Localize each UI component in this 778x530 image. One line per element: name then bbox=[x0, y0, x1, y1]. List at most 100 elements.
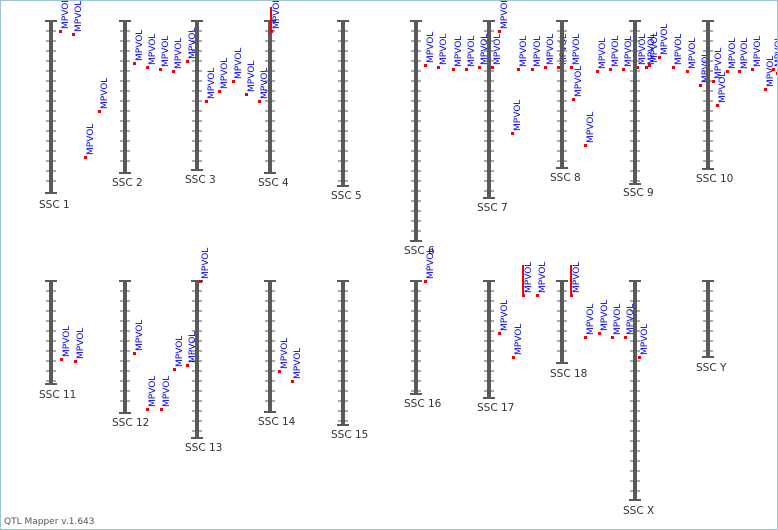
qtl-mpvol[interactable]: MPVOL bbox=[536, 262, 548, 297]
chromosome-ssc-12[interactable]: SSC 12 MPVOL MPVOL MPVOL bbox=[112, 280, 172, 429]
chromosome-bar[interactable] bbox=[706, 21, 710, 169]
qtl-mpvol[interactable]: MPVOL bbox=[465, 36, 477, 71]
chromosome-ssc-16[interactable]: SSC 16 MPVOL bbox=[404, 248, 442, 410]
qtl-mpvol[interactable]: MPVOL bbox=[672, 34, 684, 69]
qtl-mpvol[interactable]: MPVOL bbox=[186, 332, 198, 367]
qtl-mpvol[interactable]: MPVOL bbox=[636, 34, 648, 69]
chromosome-bar[interactable] bbox=[49, 281, 53, 384]
chromosome-bar[interactable] bbox=[706, 281, 710, 357]
chromosome-ssc-y[interactable]: SSC Y bbox=[696, 280, 727, 374]
qtl-mpvol[interactable]: MPVOL bbox=[648, 32, 660, 67]
qtl-mpvol[interactable]: MPVOL bbox=[772, 36, 777, 71]
qtl-mpvol[interactable]: MPVOL bbox=[596, 38, 608, 73]
qtl-mpvol[interactable]: MPVOL bbox=[159, 36, 171, 71]
qtl-mpvol[interactable]: MPVOL bbox=[199, 248, 211, 283]
chromosome-bar[interactable] bbox=[414, 281, 418, 394]
qtl-mpvol[interactable]: MPVOL bbox=[172, 38, 184, 73]
qtl-mpvol[interactable]: MPVOL bbox=[146, 34, 158, 69]
qtl-mpvol[interactable]: MPVOL bbox=[218, 58, 230, 93]
chromosome-bar[interactable] bbox=[560, 21, 564, 168]
qtl-mpvol[interactable]: MPVOL bbox=[74, 328, 86, 363]
qtl-mpvol[interactable]: MPVOL bbox=[186, 28, 198, 63]
chromosome-bar[interactable] bbox=[123, 21, 127, 173]
chromosome-ssc-17[interactable]: SSC 17 MPVOL MPVOL MPVOL MPVOL bbox=[477, 262, 548, 414]
qtl-mpvol[interactable]: MPVOL bbox=[716, 72, 728, 107]
qtl-mpvol[interactable]: MPVOL bbox=[584, 304, 596, 339]
chromosome-ssc-15[interactable]: SSC 15 bbox=[331, 280, 368, 441]
qtl-mpvol[interactable]: MPVOL bbox=[452, 36, 464, 71]
qtl-mpvol[interactable]: MPVOL bbox=[133, 320, 145, 355]
qtl-mpvol[interactable]: MPVOL bbox=[491, 34, 503, 69]
chromosome-ssc-4[interactable]: SSC 4 MPVOL bbox=[258, 1, 289, 189]
qtl-mpvol[interactable]: MPVOL bbox=[531, 36, 543, 71]
qtl-mpvol[interactable]: MPVOL bbox=[258, 68, 270, 103]
qtl-mpvol[interactable]: MPVOL bbox=[424, 248, 436, 283]
chromosome-bar[interactable] bbox=[487, 281, 491, 398]
qtl-mpvol[interactable]: MPVOL bbox=[98, 78, 110, 113]
chromosome-ssc-x[interactable]: SSC X MPVOL bbox=[623, 280, 654, 517]
qtl-mpvol[interactable]: MPVOL bbox=[624, 304, 636, 339]
chromosome-bar[interactable] bbox=[123, 281, 127, 413]
qtl-mpvol[interactable]: MPVOL bbox=[570, 34, 582, 69]
qtl-mpvol[interactable]: MPVOL bbox=[738, 38, 750, 73]
qtl-mpvol[interactable]: MPVOL bbox=[498, 1, 510, 33]
chromosome-bar[interactable] bbox=[49, 21, 53, 193]
qtl-mpvol[interactable]: MPVOL bbox=[686, 38, 698, 73]
qtl-mpvol[interactable]: MPVOL bbox=[638, 324, 650, 359]
qtl-mpvol[interactable]: MPVOL bbox=[522, 262, 534, 297]
qtl-mpvol[interactable]: MPVOL bbox=[291, 348, 303, 383]
qtl-mpvol[interactable]: MPVOL bbox=[517, 36, 529, 71]
chromosome-ssc-11[interactable]: SSC 11 MPVOL MPVOL bbox=[39, 280, 86, 401]
qtl-mpvol[interactable]: MPVOL bbox=[133, 30, 145, 65]
qtl-mpvol[interactable]: MPVOL bbox=[776, 40, 777, 75]
chromosome-bar[interactable] bbox=[195, 21, 199, 170]
chromosome-bar[interactable] bbox=[560, 281, 564, 363]
qtl-mpvol[interactable]: MPVOL bbox=[609, 36, 621, 71]
qtl-mpvol[interactable]: MPVOL bbox=[146, 376, 158, 411]
qtl-mpvol[interactable]: MPVOL bbox=[498, 300, 510, 335]
qtl-mpvol[interactable]: MPVOL bbox=[584, 112, 596, 147]
qtl-mpvol[interactable]: MPVOL bbox=[173, 336, 185, 371]
qtl-mpvol[interactable]: MPVOL bbox=[598, 300, 610, 335]
chromosome-ssc-5[interactable]: SSC 5 bbox=[331, 20, 362, 202]
qtl-mpvol[interactable]: MPVOL bbox=[726, 38, 738, 73]
qtl-mpvol[interactable]: MPVOL bbox=[611, 304, 623, 339]
qtl-mpvol[interactable]: MPVOL bbox=[658, 24, 670, 59]
qtl-mpvol[interactable]: MPVOL bbox=[205, 68, 217, 103]
qtl-mpvol[interactable]: MPVOL bbox=[512, 324, 524, 359]
qtl-mpvol[interactable]: MPVOL bbox=[622, 36, 634, 71]
qtl-mpvol[interactable]: MPVOL bbox=[712, 48, 724, 83]
chromosome-bar[interactable] bbox=[268, 281, 272, 412]
qtl-mpvol[interactable]: MPVOL bbox=[544, 34, 556, 69]
chromosome-bar[interactable] bbox=[341, 21, 345, 186]
qtl-mpvol[interactable]: MPVOL bbox=[72, 1, 84, 36]
chromosome-ssc-14[interactable]: SSC 14 MPVOL MPVOL bbox=[258, 280, 303, 428]
qtl-mpvol[interactable]: MPVOL bbox=[478, 34, 490, 69]
qtl-mpvol[interactable]: MPVOL bbox=[278, 338, 290, 373]
qtl-mpvol[interactable]: MPVOL bbox=[645, 34, 657, 69]
qtl-mpvol[interactable]: MPVOL bbox=[84, 124, 96, 159]
qtl-mpvol[interactable]: MPVOL bbox=[60, 326, 72, 361]
chromosome-bar[interactable] bbox=[633, 21, 637, 184]
qtl-mpvol[interactable]: MPVOL bbox=[59, 1, 71, 33]
qtl-mpvol[interactable]: MPVOL bbox=[160, 376, 172, 411]
qtl-mpvol[interactable]: MPVOL bbox=[424, 32, 436, 67]
qtl-mpvol[interactable]: MPVOL bbox=[437, 34, 449, 69]
qtl-mpvol[interactable]: MPVOL bbox=[270, 1, 282, 33]
qtl-mpvol[interactable]: MPVOL bbox=[511, 100, 523, 135]
qtl-mpvol[interactable]: MPVOL bbox=[245, 61, 257, 96]
qtl-mpvol[interactable]: MPVOL bbox=[764, 56, 776, 91]
chromosome-bar[interactable] bbox=[268, 21, 272, 173]
qtl-mpvol[interactable]: MPVOL bbox=[572, 66, 584, 101]
chromosome-bar[interactable] bbox=[341, 281, 345, 425]
chromosome-bar[interactable] bbox=[195, 281, 199, 438]
chromosome-ssc-10[interactable]: SSC 10MPVOLMPVOLMPVOLMPVOLMPVOLMPVOLMPVO… bbox=[696, 20, 777, 185]
qtl-mpvol[interactable]: MPVOL bbox=[751, 36, 763, 71]
